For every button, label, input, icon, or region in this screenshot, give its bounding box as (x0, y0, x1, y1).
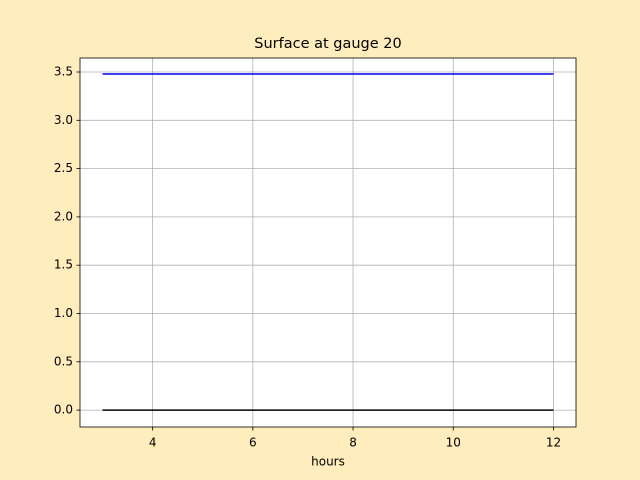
y-tick-label: 3.5 (54, 65, 73, 79)
x-tick-label: 12 (546, 436, 561, 450)
x-tick-label: 6 (249, 436, 257, 450)
x-axis-label: hours (311, 455, 345, 469)
x-tick-label: 4 (149, 436, 157, 450)
y-tick-label: 3.0 (54, 113, 73, 127)
y-tick-label: 0.5 (54, 354, 73, 368)
y-tick-label: 2.0 (54, 209, 73, 223)
chart-title: Surface at gauge 20 (254, 36, 402, 52)
y-tick-label: 1.5 (54, 258, 73, 272)
x-tick-label: 8 (349, 436, 357, 450)
y-tick-label: 0.0 (54, 403, 73, 417)
y-tick-label: 2.5 (54, 161, 73, 175)
plot-frame (79, 57, 577, 428)
x-tick-label: 10 (446, 436, 461, 450)
y-tick-label: 1.0 (54, 306, 73, 320)
plot-area (80, 58, 576, 427)
